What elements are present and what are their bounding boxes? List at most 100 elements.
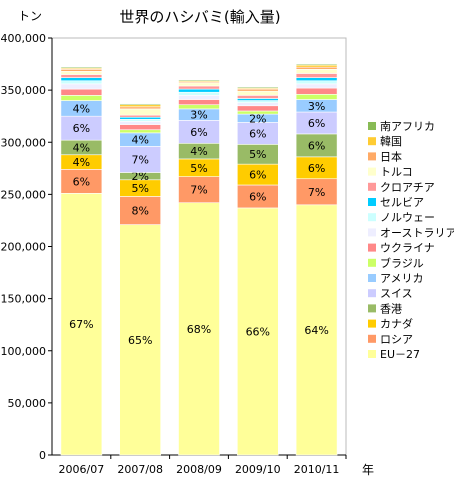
bars: 67%6%4%4%6%4%65%8%5%2%7%4%68%7%5%4%6%3%6… xyxy=(60,63,338,456)
data-label: 3% xyxy=(308,100,325,113)
bar-segment xyxy=(295,178,338,206)
data-label: 6% xyxy=(308,117,325,130)
y-tick-label: 300,000 xyxy=(1,136,47,149)
bar-segment xyxy=(178,95,220,100)
bar-segment xyxy=(237,105,279,112)
data-label: 6% xyxy=(249,169,266,182)
x-axis-unit-label: 年 xyxy=(362,463,374,477)
data-label: 6% xyxy=(73,175,90,188)
bar-segment xyxy=(60,74,103,78)
legend-swatch xyxy=(368,137,376,146)
legend-swatch xyxy=(368,274,376,282)
bar-segment xyxy=(60,193,103,456)
data-label: 4% xyxy=(73,102,90,115)
data-label: 6% xyxy=(308,162,325,175)
bar-segment xyxy=(295,204,338,456)
data-label: 6% xyxy=(308,139,325,152)
legend-label: ノルウェー xyxy=(380,211,435,224)
legend-label: ロシア xyxy=(380,333,413,346)
y-tick-label: 400,000 xyxy=(1,32,47,45)
bar-segment xyxy=(119,103,161,106)
bar-segment xyxy=(119,114,161,118)
bar-segment xyxy=(178,85,220,90)
y-tick-label: 200,000 xyxy=(1,241,47,254)
legend-swatch xyxy=(368,243,376,252)
legend-swatch xyxy=(368,122,376,130)
bar-segment xyxy=(60,80,103,85)
chart-title: 世界のハシバミ(輸入量) xyxy=(119,8,280,26)
bar-segment xyxy=(178,202,220,456)
legend-label: スイス xyxy=(380,287,413,300)
legend-swatch xyxy=(368,213,376,222)
x-tick-label: 2010/11 xyxy=(294,463,340,476)
legend-swatch xyxy=(368,258,376,267)
legend-label: 日本 xyxy=(380,149,402,163)
legend-swatch xyxy=(368,289,376,298)
bar-segment xyxy=(60,68,103,72)
legend-label: 南アフリカ xyxy=(380,120,435,133)
bar-segment xyxy=(295,64,338,68)
legend-label: ブラジル xyxy=(380,256,424,270)
data-label: 5% xyxy=(249,148,266,161)
bar-segment xyxy=(119,108,161,116)
bar-segment xyxy=(119,121,161,125)
bar-segment xyxy=(295,77,338,82)
y-tick-label: 250,000 xyxy=(1,188,47,201)
bar-segment xyxy=(119,106,161,110)
bar-segment xyxy=(237,90,279,96)
data-label: 66% xyxy=(246,325,270,338)
bar-segment xyxy=(60,66,103,69)
bar-segment xyxy=(237,86,279,89)
legend-swatch xyxy=(368,198,376,206)
data-label: 65% xyxy=(128,334,152,347)
bar-segment xyxy=(60,83,103,90)
bar-segment xyxy=(178,176,220,204)
legend-label: 韓国 xyxy=(380,135,402,148)
bar-segment xyxy=(119,124,161,131)
bar-segment xyxy=(237,110,279,115)
data-label: 4% xyxy=(73,156,90,169)
bar-segment xyxy=(295,73,338,78)
data-label: 4% xyxy=(73,141,90,154)
y-tick-label: 100,000 xyxy=(1,345,47,358)
bar-segment xyxy=(60,95,103,101)
legend-swatch xyxy=(368,350,376,358)
data-label: 6% xyxy=(73,122,90,135)
legend-swatch xyxy=(368,304,376,313)
legend-label: セルビア xyxy=(380,196,424,209)
data-label: 4% xyxy=(131,134,148,147)
bar-segment xyxy=(60,88,103,96)
x-tick-label: 2007/08 xyxy=(117,463,163,476)
legend-label: オーストラリア xyxy=(380,226,454,239)
y-tick-label: 50,000 xyxy=(8,397,47,410)
data-label: 2% xyxy=(249,112,266,125)
bar-segment xyxy=(119,116,161,120)
bar-segment xyxy=(119,129,161,134)
bar-segment xyxy=(237,95,279,99)
y-axis-unit-label: トン xyxy=(18,9,42,23)
bar-segment xyxy=(237,100,279,103)
bar-segment xyxy=(295,63,338,66)
data-label: 3% xyxy=(190,109,207,122)
bar-segment xyxy=(178,88,220,93)
legend-swatch xyxy=(368,182,376,191)
legend-label: ウクライナ xyxy=(380,242,435,255)
y-axis-ticks: 0 50,000 100,000 150,000 200,000 250,000 300,0… xyxy=(1,32,52,462)
bar-segment xyxy=(178,79,220,82)
legend-swatch xyxy=(368,167,376,176)
bar-segment xyxy=(295,68,338,74)
bar-segment xyxy=(119,146,161,173)
legend: 南アフリカ韓国日本トルコクロアチアセルビアノルウェーオーストラリアウクライナブラ… xyxy=(368,120,454,361)
legend-swatch xyxy=(368,228,376,237)
data-label: 6% xyxy=(249,127,266,140)
data-label: 8% xyxy=(131,205,148,218)
legend-label: クロアチア xyxy=(380,181,435,194)
bar-segment xyxy=(119,104,161,108)
data-label: 6% xyxy=(190,126,207,139)
data-label: 67% xyxy=(69,318,93,331)
x-tick-label: 2006/07 xyxy=(59,463,105,476)
bar-segment xyxy=(237,98,279,101)
bar-segment xyxy=(237,102,279,107)
y-tick-label: 0 xyxy=(39,449,46,462)
data-label: 5% xyxy=(131,182,148,195)
